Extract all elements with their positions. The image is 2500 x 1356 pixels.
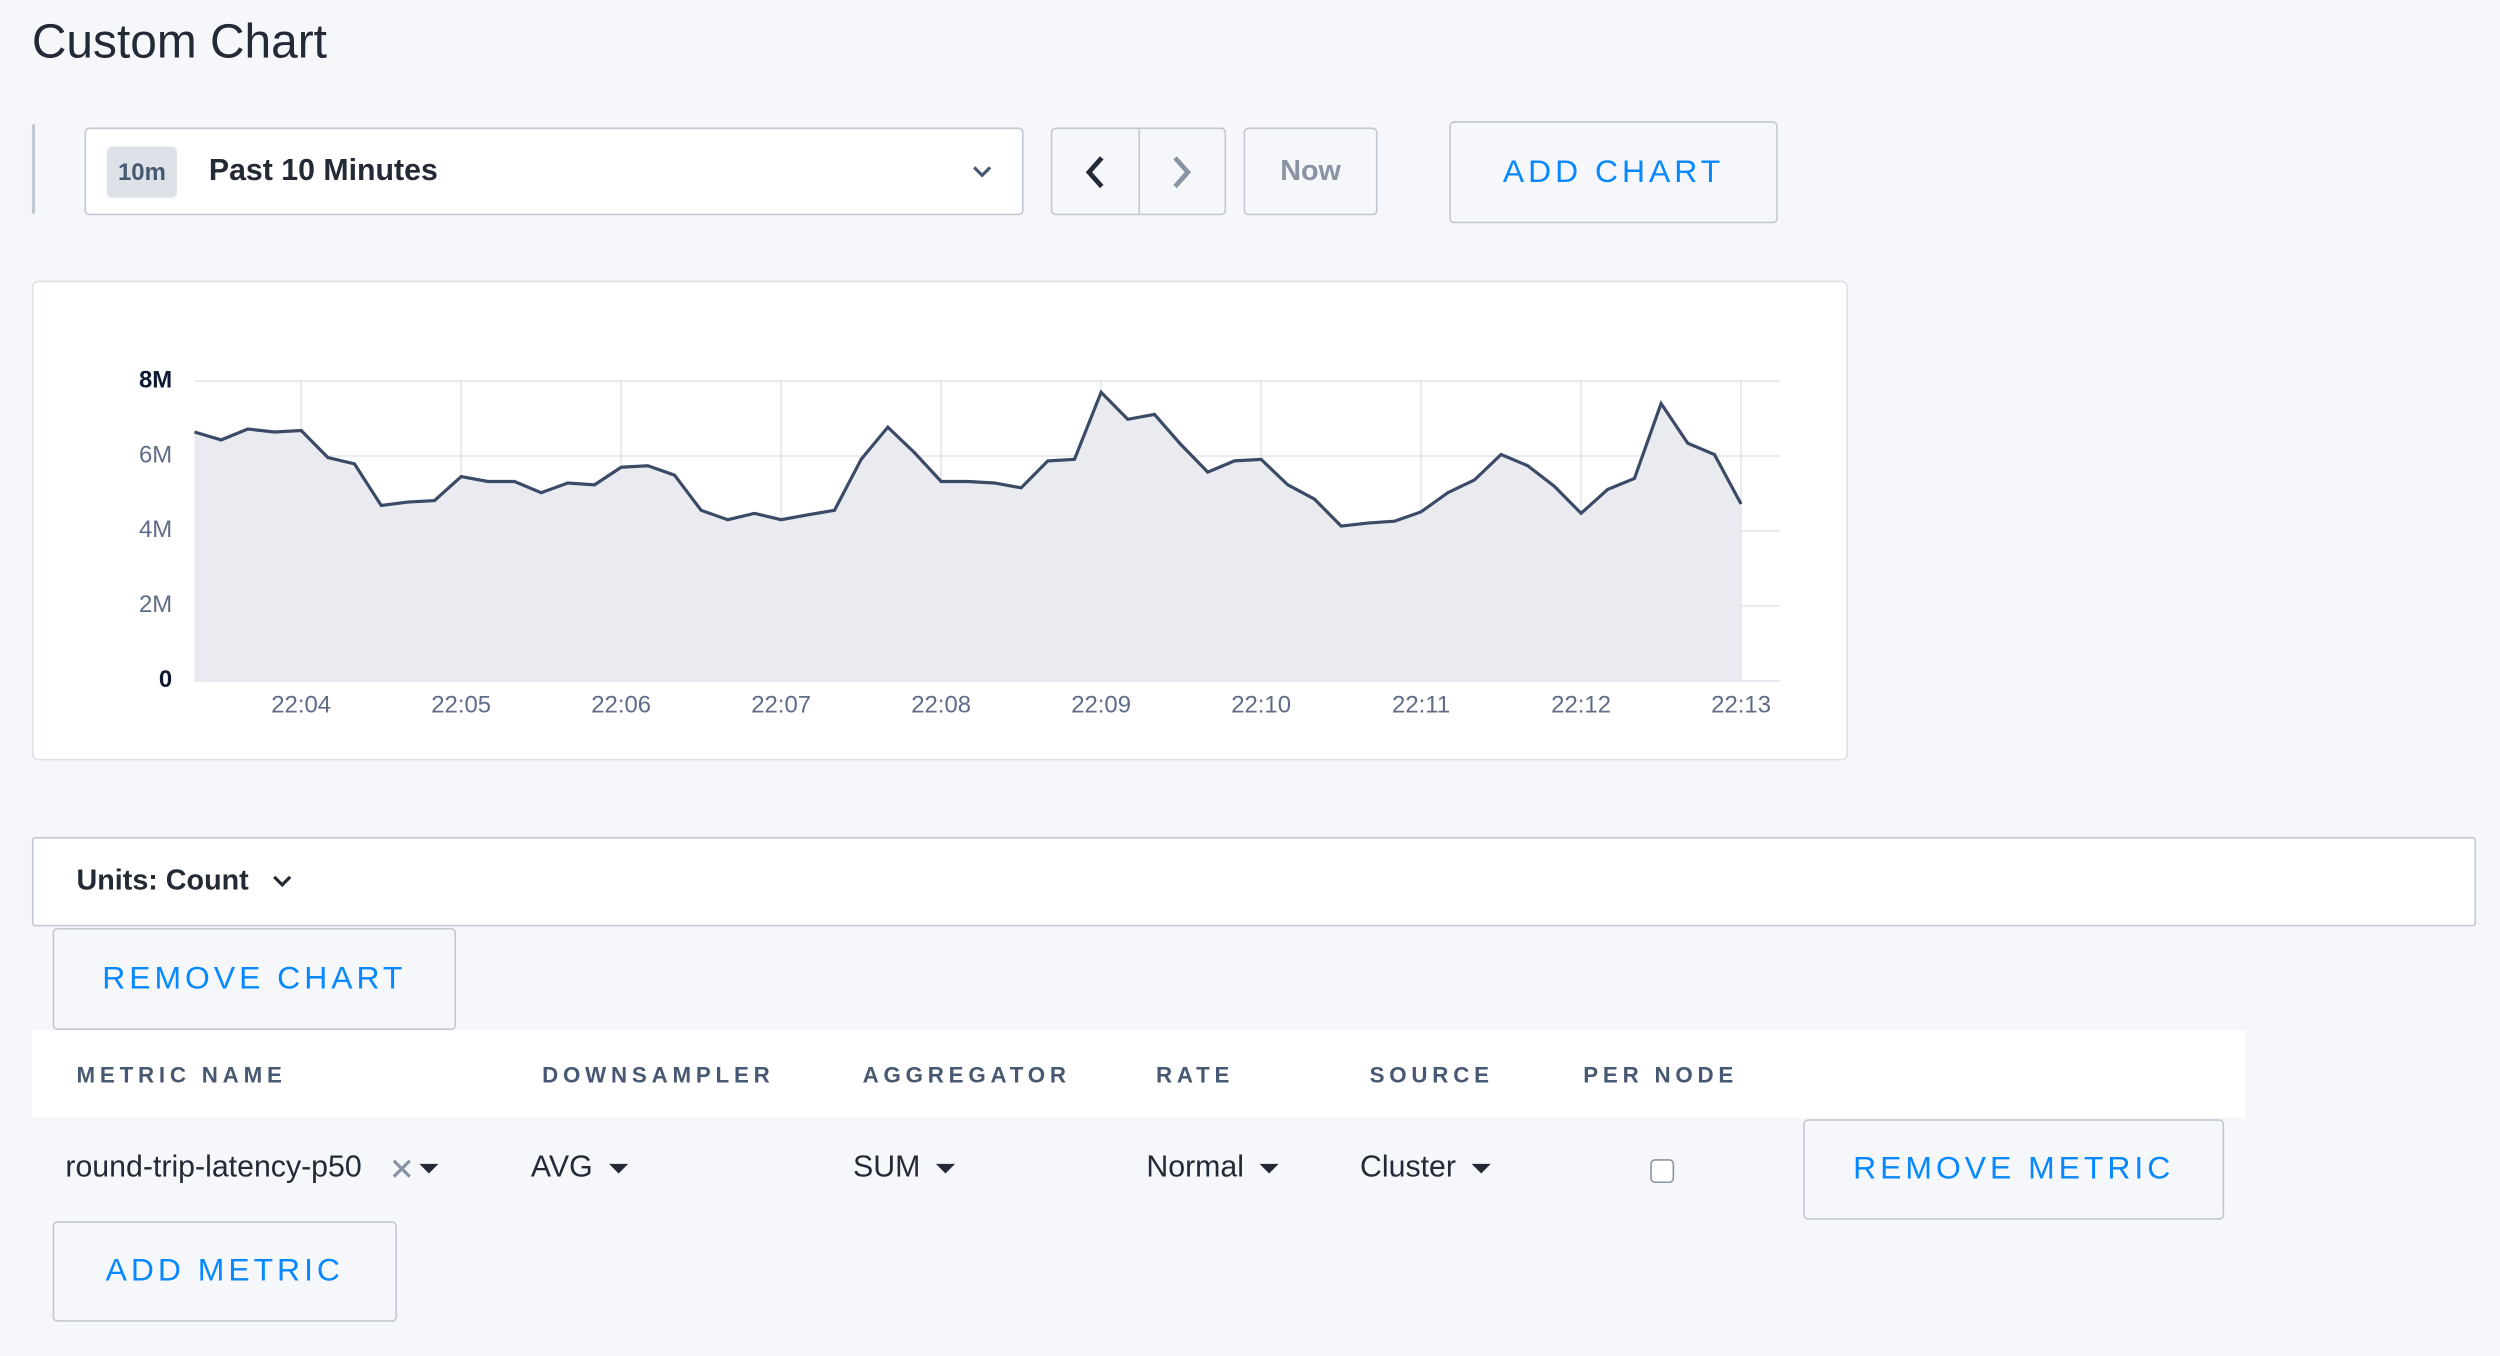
cell-text: Normal xyxy=(1146,1151,1245,1185)
area xyxy=(194,392,1742,681)
column-header: AGGREGATOR xyxy=(862,1061,1071,1088)
time-selector[interactable]: 10m Past 10 Minutes xyxy=(84,127,1024,216)
x-tick-label: 22:07 xyxy=(751,692,811,719)
table-header xyxy=(31,1029,2245,1118)
table-cell[interactable]: AVG xyxy=(531,1151,628,1186)
x-tick-label: 22:09 xyxy=(1071,692,1131,719)
add-metric-button[interactable]: ADD METRIC xyxy=(52,1221,398,1322)
clear-metric[interactable] xyxy=(391,1158,413,1180)
per-node-checkbox[interactable] xyxy=(1650,1159,1675,1184)
x-tick-label: 22:11 xyxy=(1392,692,1450,719)
column-header: DOWNSAMPLER xyxy=(542,1061,775,1088)
remove-metric-button[interactable]: REMOVE METRIC xyxy=(1803,1119,2225,1220)
time-badge: 10m xyxy=(106,146,177,198)
x-tick-label: 22:05 xyxy=(431,692,491,719)
column-header: PER NODE xyxy=(1583,1061,1739,1088)
cell-text: Cluster xyxy=(1360,1151,1456,1185)
y-tick-label: 8M xyxy=(139,366,172,393)
y-tick-label: 2M xyxy=(139,591,172,618)
x-tick-label: 22:04 xyxy=(271,692,331,719)
add-chart-button[interactable]: ADD CHART xyxy=(1449,121,1778,224)
prev-button[interactable] xyxy=(1081,153,1110,191)
dropdown-caret xyxy=(936,1163,956,1174)
chart: 0 2M 4M 6M 8M 22:04 22:05 22:06 22:07 22:08 22:09 2… xyxy=(139,366,1780,719)
pager-divider xyxy=(1138,129,1140,214)
column-header: METRIC NAME xyxy=(76,1061,287,1088)
dropdown-caret xyxy=(1471,1163,1492,1174)
dropdown-caret xyxy=(608,1163,628,1174)
units-bar[interactable]: Units: Count xyxy=(31,837,2477,927)
x-tick-label: 22:08 xyxy=(911,692,971,719)
time-range: Past 10 Minutes xyxy=(208,154,438,189)
dropdown-caret xyxy=(1259,1163,1280,1174)
next-button[interactable] xyxy=(1167,153,1196,191)
x-tick-label: 22:06 xyxy=(591,692,651,719)
x-tick-label: 22:13 xyxy=(1711,692,1771,719)
y-tick-label: 6M xyxy=(139,441,172,468)
table-cell[interactable]: Normal xyxy=(1146,1151,1280,1186)
pager xyxy=(1050,127,1227,216)
chevron-down xyxy=(273,875,292,888)
chart-card: 0 2M 4M 6M 8M 22:04 22:05 22:06 22:07 22:08 22:09 2… xyxy=(31,280,1848,761)
cell-text: SUM xyxy=(853,1151,921,1185)
dropdown-caret xyxy=(419,1163,439,1174)
remove-chart-button[interactable]: REMOVE CHART xyxy=(52,927,456,1030)
table-cell[interactable]: SUM xyxy=(853,1151,956,1186)
chevron-down xyxy=(973,166,992,178)
cell-text: round-trip-latency-p50 xyxy=(65,1151,362,1185)
x-tick-label: 22:10 xyxy=(1231,692,1291,719)
table-cell[interactable]: Cluster xyxy=(1360,1151,1492,1186)
now-button[interactable]: Now xyxy=(1243,127,1378,216)
page-title: Custom Chart xyxy=(31,15,327,69)
table-cell[interactable]: round-trip-latency-p50 xyxy=(65,1151,439,1186)
y-tick-label: 0 xyxy=(159,666,172,693)
line xyxy=(194,389,1743,528)
divider xyxy=(31,124,36,214)
cell-text: AVG xyxy=(530,1151,593,1185)
column-header: SOURCE xyxy=(1369,1061,1494,1088)
x-tick-label: 22:12 xyxy=(1551,692,1611,719)
y-tick-label: 4M xyxy=(139,516,172,543)
column-header: RATE xyxy=(1155,1061,1235,1088)
units-label: Units: Count xyxy=(76,864,249,897)
